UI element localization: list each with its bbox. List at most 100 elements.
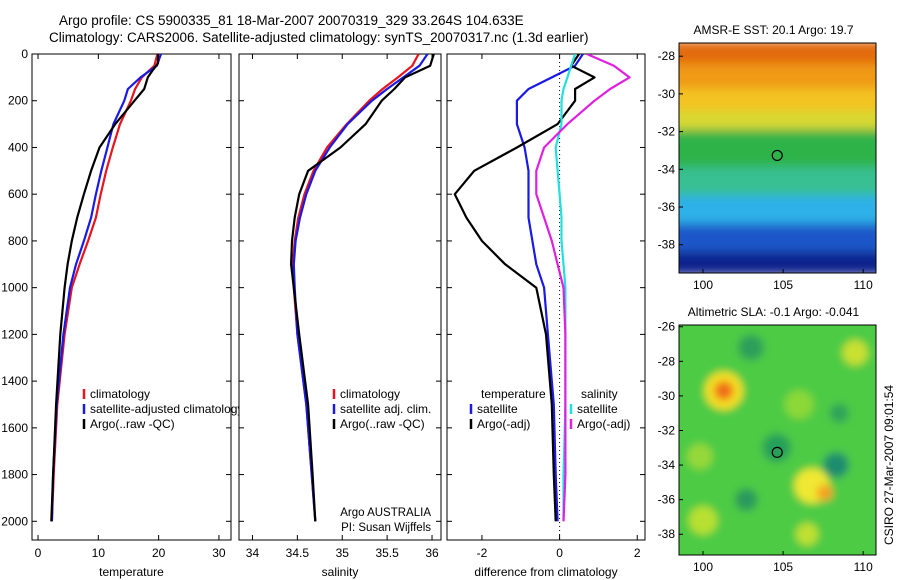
profile-panel-3: -2 0 2 difference from climatology temperatu… [446,53,646,579]
x-tick-label: 2 [634,546,641,560]
map-panel-2: 100 105 110 -26 -28 -30 -32 -34 -36 -38 Altimetric… [658,305,877,574]
panel-annotation: PI: Susan Wijffels [341,522,431,534]
profile-location-marker [771,446,783,458]
map-field-blur [679,43,876,273]
sla-blob [738,334,764,361]
panel-frame [31,53,232,541]
legend-label: climatology [340,387,400,401]
y-tick-label: 0 [21,47,28,61]
panel-frame [238,53,442,541]
series-group [50,54,163,522]
map-field [679,325,876,555]
map-frame [678,324,877,556]
map-y-tick-label: -34 [658,162,676,176]
y-tick-label: 1800 [1,468,28,482]
x-tick-label: 35 [336,546,350,560]
sla-blob [842,339,868,366]
map-frame [678,42,877,274]
map-x-tick-label: 100 [693,278,713,292]
map-field [679,43,876,273]
map-x-tick-label: 105 [773,278,793,292]
y-tick-label: 200 [8,94,28,108]
sla-blob [714,381,734,401]
sst-band [679,195,876,228]
legend-label: Argo(..raw -QC) [340,417,425,431]
header-line1: Argo profile: CS 5900335_81 18-Mar-2007 … [59,13,524,28]
legend-label: satellite-adjusted climatology [90,402,243,416]
sst-band [679,43,876,68]
legend-label: Argo(..raw -QC) [90,417,175,431]
x-axis-label: difference from climatology [474,565,617,579]
legend-label: salinity [581,387,618,401]
series-line-satellite [50,54,163,522]
map-panel-1: 100 105 110 -28 -30 -32 -34 -36 -38 AMSR-E SST: 2… [658,23,877,292]
map-y-tick-label: -30 [658,389,676,403]
sst-band [679,223,876,257]
map-y-tick-label: -36 [658,493,676,507]
series-group [453,54,631,522]
panel-annotation: Argo AUSTRALIA [340,507,431,519]
plots-layer: 0 10 20 30020040060080010001200140016001800… [1,23,877,579]
x-tick-label: 10 [92,546,106,560]
x-axis-label: salinity [322,565,359,579]
map-y-tick-label: -26 [658,320,676,334]
sst-band [679,167,876,200]
series-line-temperature-argo-adj- [453,54,596,522]
x-tick-label: 34 [246,546,260,560]
x-tick-label: 20 [152,546,166,560]
x-tick-label: 35.5 [375,546,399,560]
sla-blob [735,488,758,511]
sla-blob [795,523,819,546]
x-axis-label: temperature [99,565,164,579]
sla-blob [829,403,849,423]
y-tick-label: 1400 [1,374,28,388]
map-x-tick-label: 110 [854,278,873,292]
map-y-tick-label: -30 [658,87,676,101]
y-tick-label: 1600 [1,421,28,435]
map-y-tick-label: -32 [658,125,676,139]
sla-blob [823,452,849,478]
credit-text: CSIRO 27-Mar-2007 09:01:54 [882,385,896,545]
x-tick-label: 34.5 [286,546,310,560]
header-line2: Climatology: CARS2006. Satellite-adjuste… [49,30,589,45]
series-group [290,54,435,522]
sst-band [679,252,876,273]
x-tick-label: 0 [35,546,42,560]
map-y-tick-label: -28 [658,354,676,368]
map-y-tick-label: -32 [658,423,676,437]
map-x-tick-label: 100 [693,560,713,574]
sla-blob [784,390,814,419]
x-tick-label: 0 [556,546,563,560]
legend-label: Argo(-adj) [477,417,530,431]
x-tick-label: -2 [477,546,488,560]
series-line-salinity-argo-adj- [535,54,631,522]
sla-blob [688,505,718,535]
map-y-tick-label: -36 [658,200,676,214]
legend-label: Argo(-adj) [577,417,630,431]
map-y-tick-label: -38 [658,527,676,541]
y-tick-label: 1200 [1,327,28,341]
x-tick-label: 36 [425,546,439,560]
series-line-satellite [292,54,429,522]
map-x-tick-label: 110 [854,560,873,574]
legend-label: satellite [477,402,518,416]
map-y-tick-label: -38 [658,238,676,252]
profile-panel-2: 34 34.5 35 35.5 36 salinity climatologysatelli… [238,53,442,579]
y-tick-label: 400 [8,140,28,154]
series-line-argo [50,54,160,522]
y-tick-label: 1000 [1,281,28,295]
sst-band [679,88,876,115]
map-field-blur [679,325,876,555]
map-y-tick-label: -28 [658,49,676,63]
series-line-argo [290,54,435,522]
x-tick-label: 30 [212,546,226,560]
legend-label: satellite adj. clim. [340,402,431,416]
legend-label: temperature [481,387,546,401]
legend-label: satellite [577,402,618,416]
legend-label: climatology [90,387,150,401]
map-y-tick-label: -34 [658,458,676,472]
sst-band [679,110,876,134]
profile-panel-1: 0 10 20 30 0 200 400 600 800 1000 1200 1400 1600 1800… [1,47,243,579]
y-tick-label: 600 [8,187,28,201]
